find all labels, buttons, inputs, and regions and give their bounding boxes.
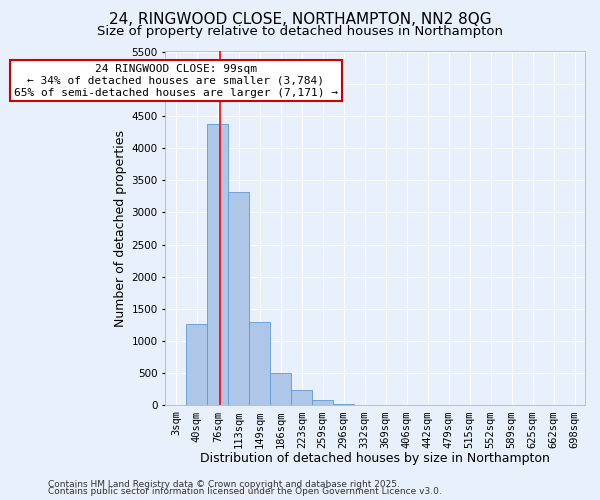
Bar xyxy=(270,374,291,406)
Text: Size of property relative to detached houses in Northampton: Size of property relative to detached ho… xyxy=(97,25,503,38)
Text: 24, RINGWOOD CLOSE, NORTHAMPTON, NN2 8QG: 24, RINGWOOD CLOSE, NORTHAMPTON, NN2 8QG xyxy=(109,12,491,28)
Bar xyxy=(250,322,270,406)
Bar xyxy=(354,405,375,406)
Bar xyxy=(333,404,354,406)
Text: Contains public sector information licensed under the Open Government Licence v3: Contains public sector information licen… xyxy=(48,487,442,496)
Bar xyxy=(291,390,312,406)
Y-axis label: Number of detached properties: Number of detached properties xyxy=(115,130,127,327)
Bar xyxy=(208,124,229,406)
Text: 24 RINGWOOD CLOSE: 99sqm
← 34% of detached houses are smaller (3,784)
65% of sem: 24 RINGWOOD CLOSE: 99sqm ← 34% of detach… xyxy=(14,64,338,98)
Text: Contains HM Land Registry data © Crown copyright and database right 2025.: Contains HM Land Registry data © Crown c… xyxy=(48,480,400,489)
Bar xyxy=(312,400,333,406)
Bar xyxy=(229,192,250,406)
X-axis label: Distribution of detached houses by size in Northampton: Distribution of detached houses by size … xyxy=(200,452,550,465)
Bar xyxy=(187,324,208,406)
